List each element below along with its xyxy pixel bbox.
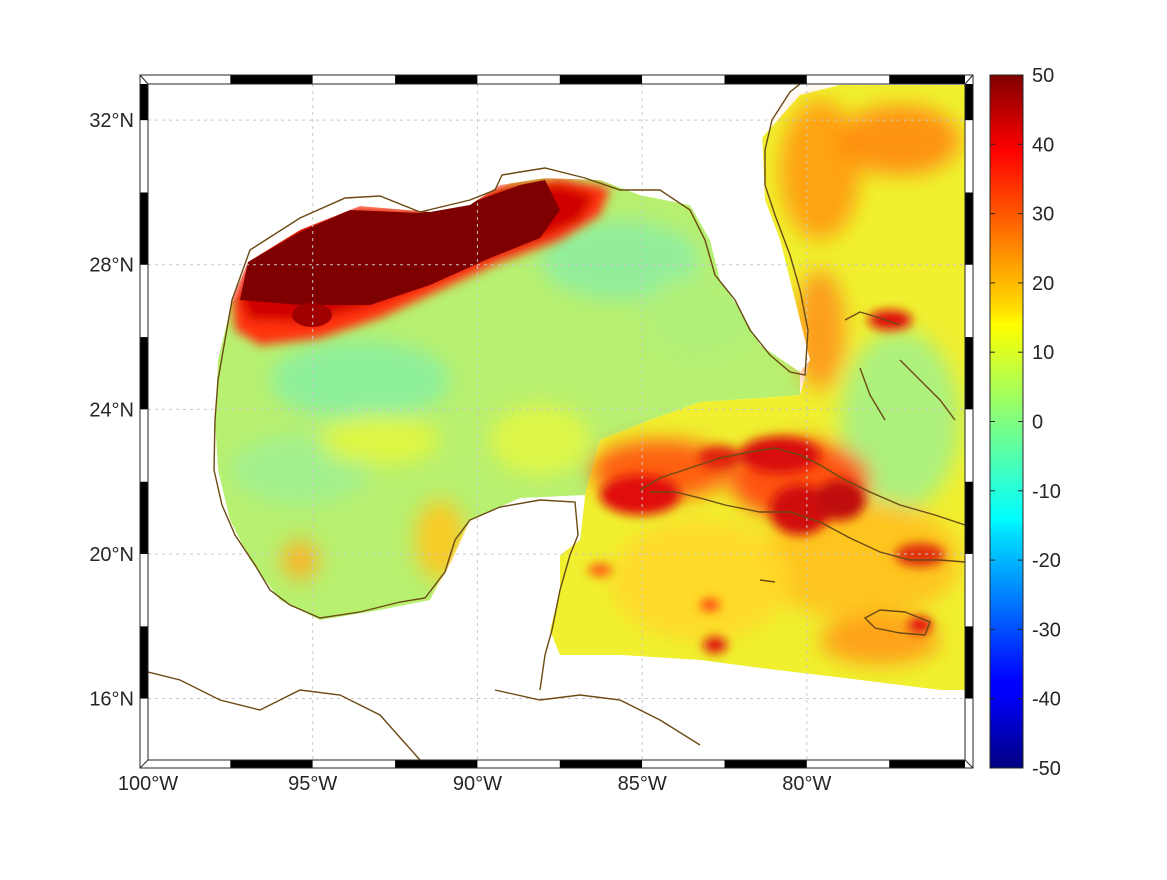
frame-segment-bottom bbox=[806, 760, 890, 768]
frame-segment-bottom bbox=[477, 760, 560, 768]
frame-segment-top bbox=[148, 75, 231, 84]
frame-segment-left bbox=[140, 337, 148, 410]
frame-segment-right bbox=[965, 553, 973, 627]
frame-corner bbox=[964, 759, 974, 769]
frame-corner bbox=[139, 759, 149, 769]
frame-segment-bottom bbox=[395, 760, 478, 768]
frame-segment-right bbox=[965, 409, 973, 482]
colorbar-tick-label: -20 bbox=[1032, 550, 1061, 572]
colorbar-tick-label: 40 bbox=[1032, 134, 1054, 156]
land-us-gulf-coast bbox=[232, 84, 810, 372]
frame-outer bbox=[139, 74, 974, 769]
frame-segment-bottom bbox=[312, 760, 396, 768]
frame-segment-top bbox=[477, 75, 560, 84]
frame-segment-bottom bbox=[148, 760, 231, 768]
frame-segment-left bbox=[140, 120, 148, 193]
frame-segment-right bbox=[965, 264, 973, 338]
lat-tick-label: 20°N bbox=[89, 544, 134, 566]
frame-segment-right bbox=[965, 698, 973, 760]
frame-segment-left bbox=[140, 626, 148, 699]
land-central-america bbox=[555, 655, 965, 760]
coastlines bbox=[148, 84, 965, 760]
frame-segment-top bbox=[230, 75, 313, 84]
axis-tick-labels: 100°W 95°W 90°W 85°W 80°W 32°N 28°N 24°N 20°N 16°… bbox=[89, 110, 831, 795]
frame-segment-right bbox=[965, 84, 973, 121]
colorbar-tick-label: -40 bbox=[1032, 689, 1061, 711]
frame-corner bbox=[964, 74, 974, 85]
frame-segment-left bbox=[140, 553, 148, 627]
colorbar-tick-label: 10 bbox=[1032, 342, 1054, 364]
frame-segment-right bbox=[965, 337, 973, 410]
frame-segment-left bbox=[140, 698, 148, 760]
frame-segment-bottom bbox=[889, 760, 965, 768]
map-frame bbox=[139, 74, 974, 769]
data-field bbox=[148, 84, 965, 760]
grid-lines bbox=[148, 84, 965, 760]
frame-segment-bottom bbox=[642, 760, 725, 768]
lat-tick-label: 32°N bbox=[89, 110, 134, 132]
lon-tick-label: 80°W bbox=[782, 773, 831, 795]
lat-tick-label: 24°N bbox=[89, 399, 134, 421]
land-mexico-us-west bbox=[148, 84, 585, 760]
lat-tick-label: 28°N bbox=[89, 255, 134, 277]
colorbar-gradient bbox=[990, 75, 1023, 768]
frame-segment-left bbox=[140, 409, 148, 482]
colorbar-tick-label: 20 bbox=[1032, 273, 1054, 295]
colorbar-tick-label: 50 bbox=[1032, 65, 1054, 87]
lon-tick-label: 85°W bbox=[618, 773, 667, 795]
shelf-maximum-plume bbox=[240, 180, 560, 305]
colorbar-tick-label: 30 bbox=[1032, 204, 1054, 226]
lon-tick-label: 95°W bbox=[288, 773, 337, 795]
frame-segment-top bbox=[312, 75, 396, 84]
colorbar-tick-labels: 50 40 30 20 10 0 -10 -20 -30 -40 -50 bbox=[990, 65, 1061, 780]
frame-segment-top bbox=[559, 75, 643, 84]
frame-segment-top bbox=[642, 75, 725, 84]
frame-segment-right bbox=[965, 192, 973, 265]
frame-inner bbox=[147, 83, 966, 761]
frame-corner bbox=[139, 74, 149, 85]
frame-segment-left bbox=[140, 481, 148, 554]
colorbar: 50 40 30 20 10 0 -10 -20 -30 -40 -50 bbox=[989, 65, 1061, 780]
frame-segment-left bbox=[140, 264, 148, 338]
frame-segment-top bbox=[806, 75, 890, 84]
colorbar-tick-label: 0 bbox=[1032, 412, 1043, 434]
frame-segment-top bbox=[395, 75, 478, 84]
frame-segment-bottom bbox=[724, 760, 807, 768]
frame-segment-right bbox=[965, 481, 973, 554]
colorbar-tick-label: -50 bbox=[1032, 758, 1061, 780]
frame-segment-right bbox=[965, 626, 973, 699]
frame-segment-left bbox=[140, 192, 148, 265]
lon-tick-label: 90°W bbox=[453, 773, 502, 795]
frame-segment-bottom bbox=[559, 760, 643, 768]
colorbar-tick-label: -10 bbox=[1032, 481, 1061, 503]
frame-segment-left bbox=[140, 84, 148, 121]
lat-tick-label: 16°N bbox=[89, 689, 134, 711]
frame-segment-top bbox=[724, 75, 807, 84]
colorbar-tick-label: -30 bbox=[1032, 619, 1061, 641]
frame-segment-top bbox=[889, 75, 965, 84]
frame-segment-bottom bbox=[230, 760, 313, 768]
frame-segment-right bbox=[965, 120, 973, 193]
lon-tick-label: 100°W bbox=[118, 773, 178, 795]
